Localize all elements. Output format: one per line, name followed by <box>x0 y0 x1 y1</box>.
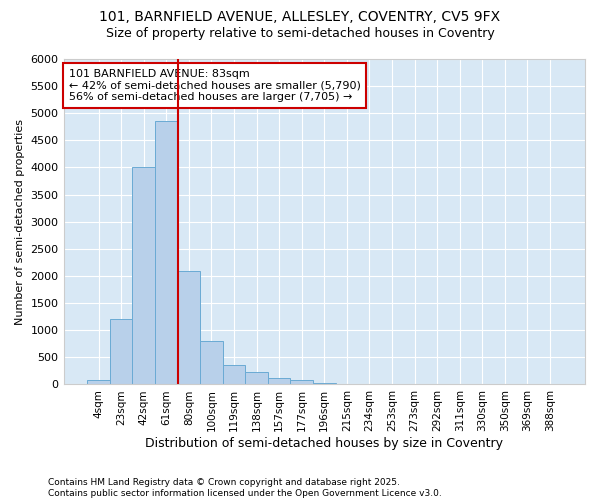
Bar <box>87 380 110 384</box>
Bar <box>133 168 155 384</box>
Bar <box>223 366 245 384</box>
Text: Size of property relative to semi-detached houses in Coventry: Size of property relative to semi-detach… <box>106 28 494 40</box>
Text: 101 BARNFIELD AVENUE: 83sqm
← 42% of semi-detached houses are smaller (5,790)
56: 101 BARNFIELD AVENUE: 83sqm ← 42% of sem… <box>69 69 361 102</box>
Bar <box>178 270 200 384</box>
Text: Contains HM Land Registry data © Crown copyright and database right 2025.
Contai: Contains HM Land Registry data © Crown c… <box>48 478 442 498</box>
Bar <box>200 341 223 384</box>
Y-axis label: Number of semi-detached properties: Number of semi-detached properties <box>15 118 25 324</box>
Bar <box>313 383 335 384</box>
X-axis label: Distribution of semi-detached houses by size in Coventry: Distribution of semi-detached houses by … <box>145 437 503 450</box>
Text: 101, BARNFIELD AVENUE, ALLESLEY, COVENTRY, CV5 9FX: 101, BARNFIELD AVENUE, ALLESLEY, COVENTR… <box>100 10 500 24</box>
Bar <box>268 378 290 384</box>
Bar <box>290 380 313 384</box>
Bar <box>155 122 178 384</box>
Bar <box>245 372 268 384</box>
Bar <box>110 320 133 384</box>
